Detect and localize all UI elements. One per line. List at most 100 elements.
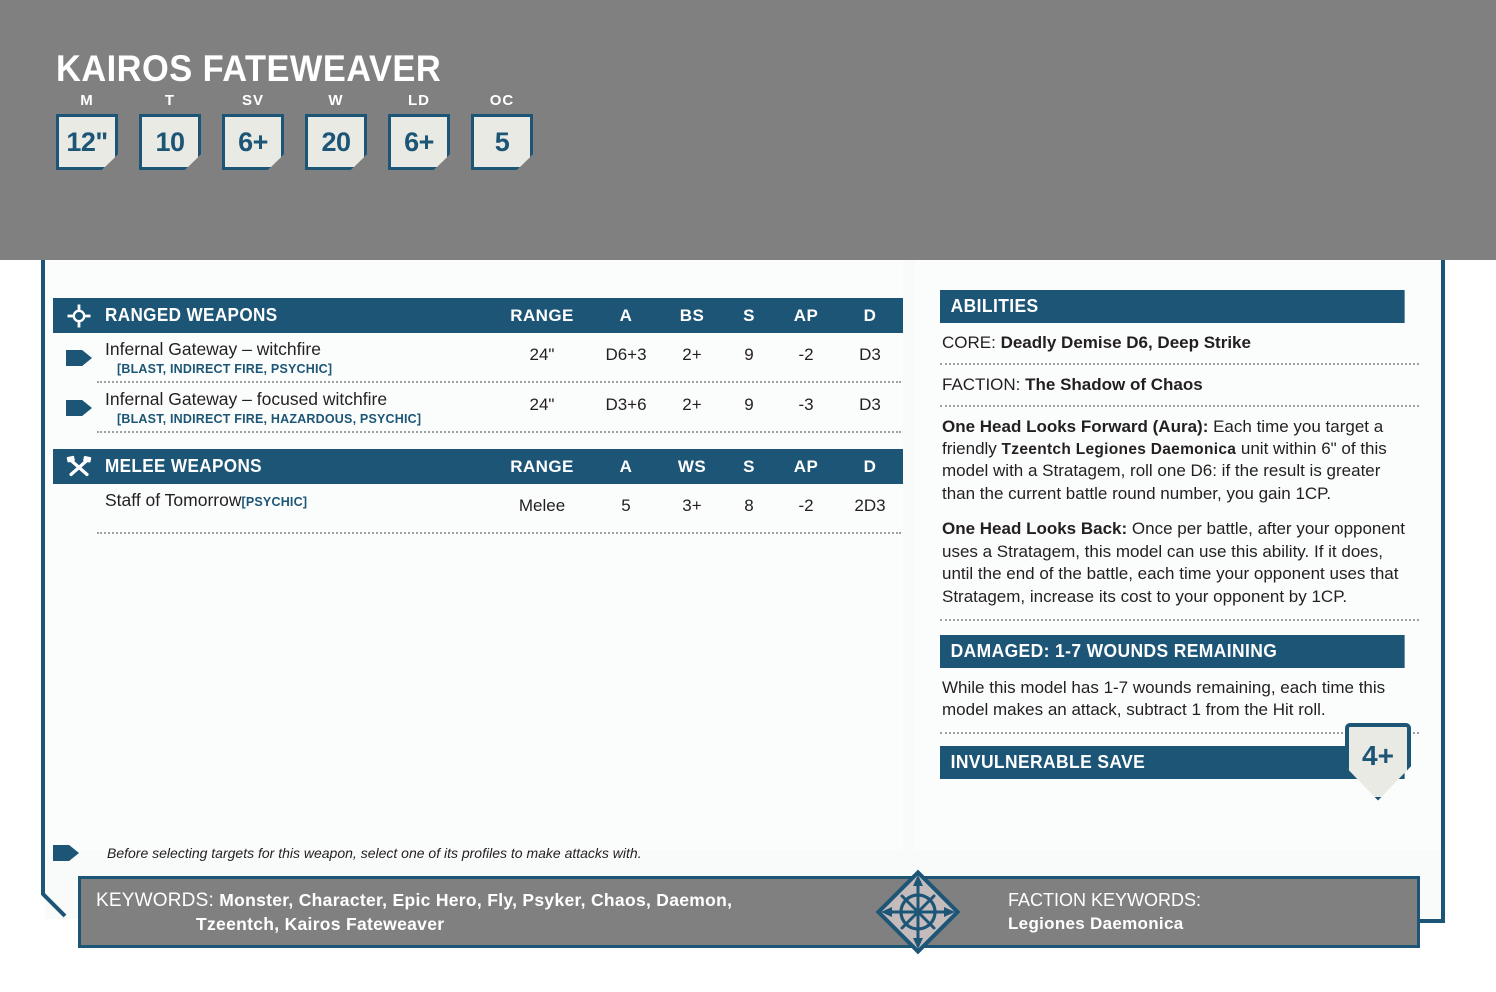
table-row: Staff of Tomorrow[PSYCHIC] Melee 5 3+ 8 -2 2D3 [53,484,903,532]
row-separator [97,381,901,383]
row-separator [97,431,901,433]
col-header-range-melee: RANGE [510,456,574,476]
keywords-list-line2: Tzeentch, Kairos Fateweaver [196,913,445,934]
weapon-keywords: [BLAST, INDIRECT FIRE, HAZARDOUS, PSYCHI… [117,412,422,427]
weapon-ap: -2 [798,345,814,364]
ability-entry-text: Each time you target a friendly [942,416,1384,458]
stat-label-ld: LD [408,92,430,109]
ranged-weapons-title: RANGED WEAPONS [105,305,278,325]
stat-cell-oc: OC 5 [471,92,533,170]
stat-row: M 12" T 10 SV 6+ W 20 LD 6+ OC 5 [56,92,533,170]
weapon-name: Staff of Tomorrow [105,490,242,510]
ranged-weapons-header: RANGED WEAPONS RANGE A BS S AP D [53,298,903,333]
weapon-keywords: [PSYCHIC] [241,495,308,509]
col-header-d-melee: D [863,456,877,476]
weapon-range: 24" [529,395,555,414]
faction-keywords-list: Legiones Daemonica [1008,913,1184,933]
row-separator [97,532,901,534]
footnote-text: Before selecting targets for this weapon… [107,845,642,861]
weapon-profile-icon-cell [53,383,105,431]
crosshair-icon [53,304,105,328]
damaged-text: While this model has 1-7 wounds remainin… [940,668,1419,734]
abilities-section-header: ABILITIES [940,290,1405,323]
col-header-s-melee: S [743,456,755,476]
profile-arrow-icon [66,400,92,416]
table-row: Infernal Gateway – witchfire [BLAST, INDI… [53,333,903,381]
profile-arrow-icon [66,350,92,366]
card-left-tail [41,850,67,918]
stat-cell-sv: SV 6+ [222,92,284,170]
stat-value-w: 20 [305,114,367,170]
weapon-damage: 2D3 [854,496,886,515]
abilities-panel: ABILITIES CORE: Deadly Demise D6, Deep S… [915,260,1441,850]
stat-value-ld: 6+ [388,114,450,170]
col-header-ap: AP [793,305,819,325]
stat-label-sv: SV [241,92,264,109]
stat-value-sv: 6+ [222,114,284,170]
melee-weapons-title: MELEE WEAPONS [105,456,262,476]
stat-value-m: 12" [56,114,118,170]
page-title: KAIROS FATEWEAVER [56,48,442,89]
col-header-s: S [743,305,755,325]
ability-entries: One Head Looks Forward (Aura): Each time… [940,407,1419,622]
ranged-weapons-rows: Infernal Gateway – witchfire [BLAST, INDI… [53,333,903,433]
weapon-attacks: 5 [621,496,631,515]
weapons-panel: RANGED WEAPONS RANGE A BS S AP D Inferna… [45,260,903,850]
weapon-name-cell: Infernal Gateway – focused witchfire [BLA… [105,383,493,431]
weapon-strength: 9 [744,395,754,414]
weapon-name: Infernal Gateway – focused witchfire [105,389,388,409]
melee-weapons-header: MELEE WEAPONS RANGE A WS S AP D [53,449,903,484]
col-header-ws: WS [677,456,707,476]
weapon-keywords: [BLAST, INDIRECT FIRE, PSYCHIC] [117,362,333,377]
keywords-bar: KEYWORDS: Monster, Character, Epic Hero,… [78,876,1420,948]
stat-cell-ld: LD 6+ [388,92,450,170]
faction-keywords-block: FACTION KEYWORDS: Legiones Daemonica [893,889,1201,934]
weapon-damage: D3 [859,395,881,414]
weapon-range: 24" [529,345,555,364]
ability-entry: One Head Looks Back: Once per battle, af… [940,509,1419,622]
weapon-ap: -3 [798,395,814,414]
stat-label-t: T [164,92,176,109]
faction-keywords-label: FACTION KEYWORDS: [1008,890,1202,911]
stat-label-m: M [80,92,94,109]
ability-core: CORE: Deadly Demise D6, Deep Strike [940,323,1419,365]
keywords-left: KEYWORDS: Monster, Character, Epic Hero,… [81,889,893,936]
weapon-attacks: D6+3 [605,345,647,364]
weapon-name: Infernal Gateway – witchfire [105,339,321,359]
crossed-hammers-icon [53,455,105,479]
invulnerable-save-header: INVULNERABLE SAVE [940,745,1405,779]
invulnerable-save-shield: 4+ [1345,722,1411,801]
weapon-strength: 8 [744,496,754,515]
damaged-section-header: DAMAGED: 1-7 WOUNDS REMAINING [940,635,1405,669]
keywords-list-line1: Monster, Character, Epic Hero, Fly, Psyk… [219,889,733,910]
stat-label-oc: OC [489,92,515,109]
ability-core-value: Deadly Demise D6, Deep Strike [1000,333,1251,352]
stat-value-oc: 5 [471,114,533,170]
ability-faction-value: The Shadow of Chaos [1025,374,1203,394]
profile-arrow-icon [53,845,79,861]
card-right-rule [1441,850,1445,923]
stat-cell-m: M 12" [56,92,118,170]
col-header-range: RANGE [510,305,574,325]
weapon-profile-icon-cell [53,333,105,381]
weapon-name-cell: Staff of Tomorrow[PSYCHIC] [105,484,493,532]
col-header-a-melee: A [619,456,633,476]
ability-entry-keyword: Tzeentch Legiones Daemonica [1001,440,1237,458]
col-header-bs: BS [679,305,705,325]
weapon-attacks: D3+6 [605,395,647,414]
ability-faction-label: FACTION: [942,374,1021,394]
table-row: Infernal Gateway – focused witchfire [BLA… [53,383,903,431]
melee-weapons-rows: Staff of Tomorrow[PSYCHIC] Melee 5 3+ 8 -2 2D3 [53,484,903,534]
weapon-strength: 9 [744,345,754,364]
stat-value-t: 10 [139,114,201,170]
ability-entry-title: One Head Looks Forward (Aura): [942,416,1209,436]
weapon-skill: 2+ [682,345,702,364]
weapon-name-cell: Infernal Gateway – witchfire [BLAST, INDI… [105,333,493,381]
stat-label-w: W [328,92,344,109]
ability-entry-title: One Head Looks Back: [942,519,1128,539]
faction-compass-icon [875,869,961,955]
weapon-damage: D3 [859,345,881,364]
weapon-ap: -2 [798,496,814,515]
weapon-skill: 2+ [682,395,702,414]
